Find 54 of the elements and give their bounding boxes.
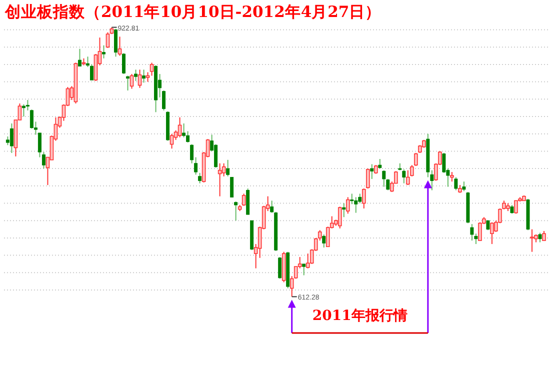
candlestick [382,170,386,188]
candlestick [454,176,458,191]
candlestick [226,159,230,177]
candlestick [146,72,150,82]
candlestick [118,36,122,56]
candlestick [26,100,30,111]
candlestick [354,196,358,214]
candlestick [170,133,174,150]
candlestick [370,164,374,180]
candlestick [542,230,546,242]
candlestick [350,193,354,205]
candlestick [514,200,518,214]
candlestick [306,253,310,269]
candlestick [90,64,94,81]
candlestick [182,122,186,138]
candlestick [346,196,350,214]
candlestick [322,234,326,248]
candlestick [22,104,26,117]
candlestick [198,172,202,184]
candlestick [126,75,130,91]
candlestick [234,201,238,222]
candlestick [302,263,306,276]
candlestick [530,228,534,252]
candlestick [102,44,106,59]
candlestick [470,224,474,242]
chart-title: 创业板指数（2011年10月10日-2012年4月27日） [4,2,382,21]
candlestick [218,162,222,197]
candlestick [134,69,138,82]
candlestick [402,168,406,184]
candlestick [138,69,142,88]
candlestick [278,256,282,280]
candlestick [538,232,542,243]
candlestick [338,206,342,229]
candlestick [142,69,146,84]
candlestick [462,181,466,192]
candlestick [114,28,118,58]
candlestick [150,62,154,76]
candlestick [378,158,382,170]
candlestick [486,220,490,231]
candlestick [406,170,410,186]
candlestick [230,176,234,198]
candlestick [130,73,134,90]
candlestick [342,202,346,218]
candlestick [106,32,110,48]
candlestick [10,122,14,154]
candlestick [450,172,454,182]
candlestick [122,52,126,74]
candlestick [78,48,82,67]
text: 2011年报行情 [312,308,408,324]
candlestick [86,56,90,68]
candlestick [362,188,366,209]
candlestick [490,222,494,245]
candlestick [366,168,370,189]
candlestick [178,116,182,138]
